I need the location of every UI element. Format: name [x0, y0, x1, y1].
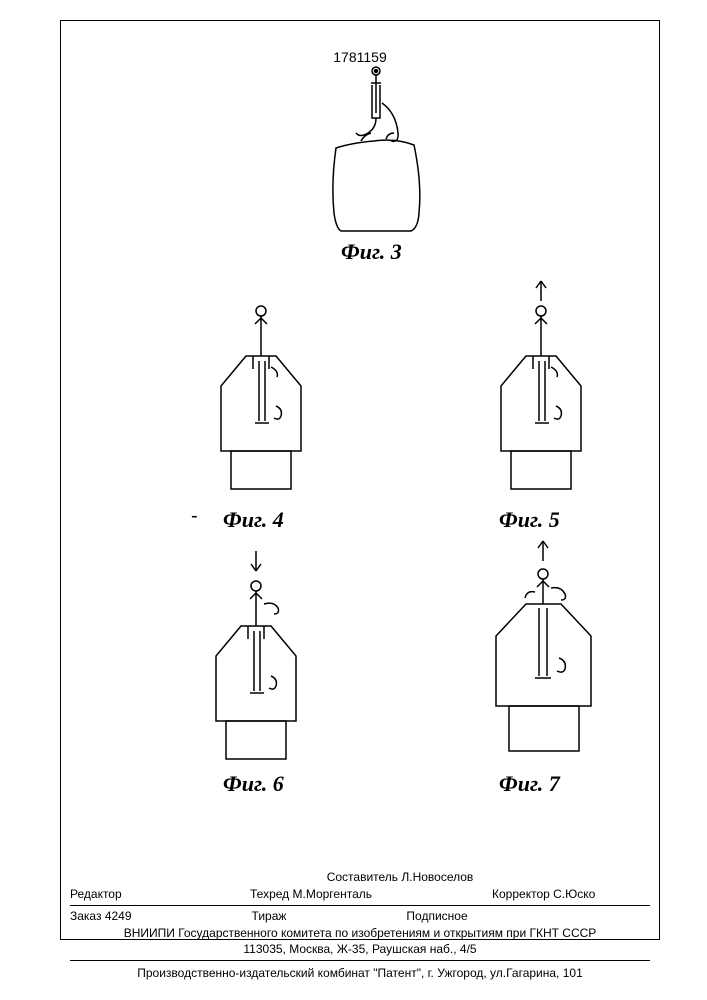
- techred-text: Техред М.Моргенталь: [250, 886, 372, 903]
- compiler-text: Составитель Л.Новоселов: [327, 869, 474, 886]
- page-frame: 1781159: [60, 20, 660, 940]
- org-line: ВНИИПИ Государственного комитета по изоб…: [70, 925, 650, 942]
- figure-4-diagram: [201, 291, 321, 501]
- editor-label: Редактор: [70, 886, 122, 903]
- figure-7-label: Фиг. 7: [499, 771, 560, 797]
- corrector-text: Корректор С.Юско: [492, 886, 595, 903]
- figure-4-label: Фиг. 4: [223, 507, 284, 533]
- footer-block: Составитель Л.Новоселов Редактор Техред …: [70, 869, 650, 982]
- tirage-label: Тираж: [252, 908, 287, 925]
- figure-3-label: Фиг. 3: [341, 239, 402, 265]
- figure-5-label: Фиг. 5: [499, 507, 560, 533]
- address-line: 113035, Москва, Ж-35, Раушская наб., 4/5: [70, 941, 650, 958]
- order-text: Заказ 4249: [70, 908, 132, 925]
- divider-2: [70, 960, 650, 961]
- subscription-label: Подписное: [406, 908, 467, 925]
- figure-6-label: Фиг. 6: [223, 771, 284, 797]
- figure-5-diagram: [481, 276, 601, 501]
- figure-6-diagram: [196, 546, 316, 771]
- dash-mark: -: [191, 505, 198, 528]
- divider-1: [70, 905, 650, 906]
- figure-3-diagram: [306, 63, 446, 243]
- figure-7-diagram: [481, 536, 606, 766]
- publisher-line: Производственно-издательский комбинат "П…: [70, 965, 650, 982]
